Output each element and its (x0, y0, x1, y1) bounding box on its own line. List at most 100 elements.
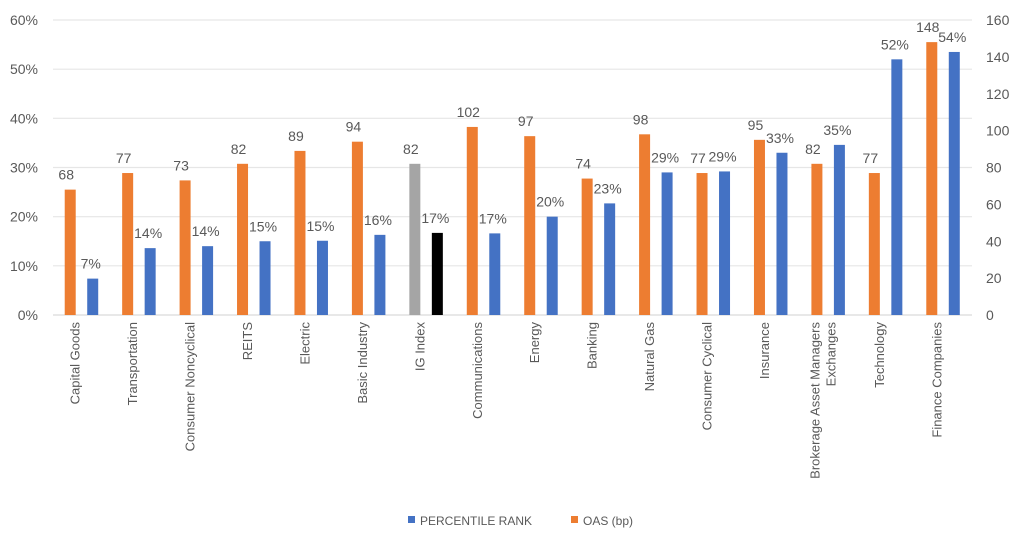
data-label-oas: 97 (518, 113, 534, 129)
category-label: Transportation (125, 322, 140, 405)
data-label-oas: 73 (173, 157, 189, 173)
bar-percentile-rank (719, 171, 731, 315)
right-axis-tick: 80 (986, 160, 1002, 176)
data-label-oas: 82 (403, 141, 419, 157)
category-label: Electric (297, 322, 312, 365)
bar-oas (581, 178, 593, 315)
category-label-line2: Exchanges (823, 322, 838, 387)
category-label: REITS (240, 322, 255, 361)
category-label: IG Index (412, 322, 427, 372)
data-label-oas: 82 (805, 141, 821, 157)
data-label-percentile-rank: 35% (823, 122, 851, 138)
data-label-oas: 89 (288, 128, 304, 144)
bar-percentile-rank (891, 59, 903, 316)
category-label: Technology (872, 322, 887, 388)
bar-percentile-rank (604, 203, 616, 315)
left-axis-tick: 50% (10, 61, 38, 77)
bar-percentile-rank (431, 232, 443, 315)
right-axis-tick: 60 (986, 196, 1002, 212)
data-label-oas: 74 (575, 156, 591, 172)
category-label: Consumer Cyclical (700, 322, 715, 430)
data-label-oas: 98 (633, 111, 649, 127)
bar-oas (696, 173, 708, 315)
right-axis-tick: 0 (986, 307, 994, 323)
data-label-oas: 77 (690, 150, 706, 166)
category-label: Finance Companies (929, 322, 944, 438)
data-label-percentile-rank: 20% (536, 194, 564, 210)
legend-label: OAS (bp) (583, 514, 633, 528)
bar-percentile-rank (259, 241, 271, 315)
data-label-oas: 68 (58, 167, 74, 183)
bar-oas (524, 136, 536, 315)
data-label-percentile-rank: 17% (479, 210, 507, 226)
legend-swatch (571, 516, 578, 523)
bar-oas (868, 173, 880, 315)
data-label-percentile-rank: 14% (192, 223, 220, 239)
category-label: Banking (585, 322, 600, 369)
category-label: Insurance (757, 322, 772, 379)
right-axis-tick: 20 (986, 270, 1002, 286)
data-label-oas: 77 (863, 150, 879, 166)
data-label-percentile-rank: 16% (364, 212, 392, 228)
bar-oas (926, 42, 938, 315)
data-label-oas: 82 (231, 141, 247, 157)
bar-percentile-rank (661, 172, 673, 315)
left-axis-tick: 0% (18, 307, 38, 323)
right-axis-tick: 120 (986, 86, 1010, 102)
data-label-oas: 148 (916, 19, 940, 35)
category-label: Energy (527, 322, 542, 364)
right-axis-tick: 160 (986, 12, 1010, 28)
bar-oas (294, 150, 306, 315)
category-label: Natural Gas (642, 322, 657, 392)
bar-percentile-rank (202, 246, 214, 315)
left-axis-tick: 10% (10, 258, 38, 274)
bar-oas (811, 163, 823, 315)
data-label-percentile-rank: 33% (766, 130, 794, 146)
bar-oas (351, 141, 363, 315)
left-axis-tick: 60% (10, 12, 38, 28)
category-label: Basic Industry (355, 322, 370, 404)
data-label-percentile-rank: 7% (81, 256, 101, 272)
data-label-percentile-rank: 52% (881, 36, 909, 52)
bar-percentile-rank (833, 144, 845, 315)
bar-oas (122, 173, 134, 315)
data-label-oas: 95 (748, 117, 764, 133)
data-label-percentile-rank: 14% (134, 225, 162, 241)
category-label: Communications (470, 322, 485, 419)
category-label: Capital Goods (68, 322, 83, 405)
data-label-percentile-rank: 29% (651, 149, 679, 165)
category-label: Brokerage Asset Managers (807, 322, 822, 479)
data-label-oas: 77 (116, 150, 132, 166)
bar-percentile-rank (87, 278, 99, 315)
bar-oas (237, 163, 249, 315)
data-label-percentile-rank: 15% (249, 218, 277, 234)
data-label-percentile-rank: 23% (594, 180, 622, 196)
data-label-percentile-rank: 17% (421, 210, 449, 226)
data-label-oas: 94 (346, 119, 362, 135)
bar-percentile-rank (776, 152, 788, 315)
left-axis-tick: 40% (10, 110, 38, 126)
legend-label: PERCENTILE RANK (420, 514, 532, 528)
bar-percentile-rank (374, 234, 386, 315)
category-label: Consumer Noncyclical (183, 322, 198, 451)
data-label-percentile-rank: 15% (306, 218, 334, 234)
data-label-oas: 102 (457, 104, 481, 120)
bar-oas (639, 134, 651, 315)
bar-oas (466, 126, 478, 315)
bar-oas (753, 139, 765, 315)
data-label-percentile-rank: 29% (709, 148, 737, 164)
bar-percentile-rank (489, 233, 501, 315)
bar-oas (179, 180, 191, 315)
bar-oas (64, 189, 76, 315)
data-label-percentile-rank: 54% (938, 29, 966, 45)
left-axis-tick: 30% (10, 160, 38, 176)
left-axis-tick: 20% (10, 209, 38, 225)
bar-percentile-rank (316, 240, 328, 315)
right-axis-tick: 140 (986, 49, 1010, 65)
bar-percentile-rank (144, 248, 156, 315)
right-axis-tick: 40 (986, 233, 1002, 249)
right-axis-tick: 100 (986, 123, 1010, 139)
legend-swatch (408, 516, 415, 523)
bar-percentile-rank (948, 51, 960, 315)
